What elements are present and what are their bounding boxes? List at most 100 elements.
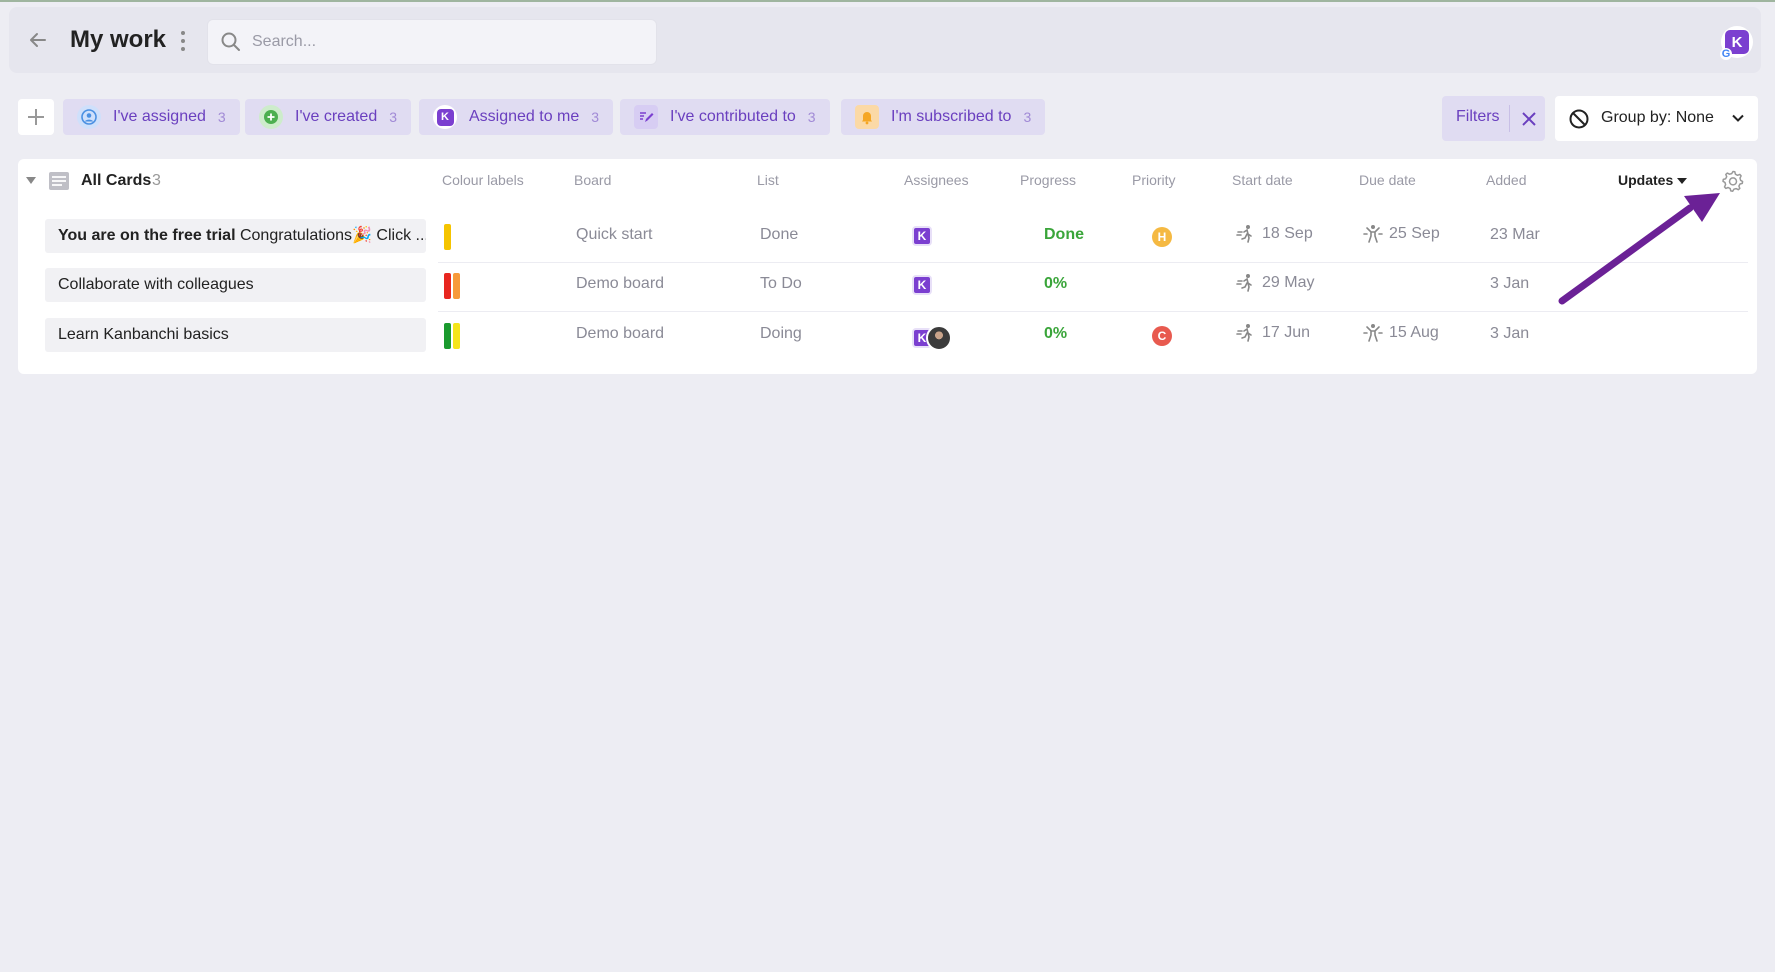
page-title: My work: [70, 26, 167, 53]
updates-label: Updates: [1618, 172, 1674, 188]
user-circle-icon: [77, 105, 101, 129]
filters-button[interactable]: Filters: [1456, 108, 1500, 125]
close-icon: [1522, 112, 1536, 126]
list-view-icon: [49, 172, 69, 190]
chip-ive-created[interactable]: I've created 3: [245, 99, 412, 135]
cards-table: All Cards 3 Colour labels Board List Ass…: [18, 159, 1757, 374]
card-title-text: Learn Kanbanchi basics: [58, 326, 229, 343]
runner-icon: [1236, 324, 1252, 342]
board-cell: Demo board: [576, 275, 665, 292]
search-input[interactable]: [252, 20, 642, 64]
colour-labels: [444, 224, 451, 250]
collapse-triangle-icon[interactable]: [26, 177, 36, 185]
chip-assigned-to-me[interactable]: K Assigned to me 3: [419, 99, 614, 135]
table-row[interactable]: You are on the free trial Congratulation…: [18, 211, 1757, 261]
column-header-updates[interactable]: Updates: [1618, 172, 1688, 188]
colour-labels: [444, 323, 460, 349]
progress-cell: 0%: [1044, 325, 1068, 342]
search-box[interactable]: [207, 19, 657, 65]
user-avatar[interactable]: K G: [1720, 26, 1753, 60]
card-title[interactable]: You are on the free trial Congratulation…: [45, 219, 426, 253]
assignees-cell: K: [912, 275, 932, 295]
chip-ive-contributed-to[interactable]: I've contributed to 3: [620, 99, 830, 135]
colour-label: [444, 323, 451, 349]
assignees-cell: K: [912, 226, 932, 246]
colour-label: [444, 273, 451, 299]
column-header-colour-labels[interactable]: Colour labels: [442, 172, 524, 188]
arrow-left-icon: [30, 33, 46, 47]
filters-control: Filters: [1442, 96, 1545, 141]
column-header-progress[interactable]: Progress: [1020, 172, 1077, 188]
added-cell: 23 Mar: [1490, 226, 1540, 243]
column-header-priority[interactable]: Priority: [1132, 172, 1176, 188]
plus-icon: [28, 109, 44, 125]
back-button[interactable]: [23, 25, 53, 55]
runner-icon: [1236, 274, 1252, 292]
table-row[interactable]: Collaborate with colleagues Demo board T…: [18, 260, 1757, 310]
column-header-board[interactable]: Board: [574, 172, 612, 188]
due-date-text: 25 Sep: [1389, 225, 1440, 242]
colour-label: [453, 273, 460, 299]
added-cell: 3 Jan: [1490, 275, 1530, 292]
start-date-text: 17 Jun: [1262, 324, 1311, 341]
chip-ive-assigned[interactable]: I've assigned 3: [63, 99, 240, 135]
kanbanchi-k-icon: K: [433, 105, 457, 129]
progress-cell: 0%: [1044, 275, 1068, 292]
colour-label: [444, 224, 451, 250]
card-title-text: Congratulations🎉 Click ...: [235, 227, 426, 244]
list-cell: Done: [760, 226, 799, 243]
column-header-start-date[interactable]: Start date: [1232, 172, 1293, 188]
chip-label: Assigned to me: [469, 108, 580, 125]
added-cell: 3 Jan: [1490, 325, 1530, 342]
gear-icon[interactable]: [1721, 169, 1745, 193]
chip-label: I'm subscribed to: [891, 108, 1012, 125]
filters-divider: [1509, 105, 1510, 132]
top-border: [0, 0, 1775, 2]
plus-circle-icon: [259, 105, 283, 129]
ban-icon: [1569, 109, 1589, 129]
assignee-photo-avatar: [926, 325, 952, 351]
edit-icon: [634, 105, 658, 129]
row-divider: [438, 311, 1748, 312]
add-filter-button[interactable]: [18, 99, 54, 135]
finish-icon: [1363, 225, 1383, 243]
colour-label: [453, 323, 460, 349]
chevron-down-icon: [1732, 114, 1744, 122]
more-options-button[interactable]: [176, 29, 190, 53]
progress-cell: Done: [1044, 226, 1084, 243]
start-date-cell: 17 Jun: [1236, 323, 1310, 343]
card-title-text: Collaborate with colleagues: [58, 276, 254, 293]
column-header-assignees[interactable]: Assignees: [904, 172, 969, 188]
column-header-added[interactable]: Added: [1486, 172, 1527, 188]
card-title[interactable]: Learn Kanbanchi basics: [45, 318, 426, 352]
priority-high-icon: H: [1152, 227, 1172, 247]
card-title[interactable]: Collaborate with colleagues: [45, 268, 426, 302]
chip-count: 3: [1023, 109, 1032, 125]
start-date-text: 29 May: [1262, 274, 1315, 291]
clear-filters-button[interactable]: [1516, 106, 1542, 132]
group-count: 3: [152, 172, 161, 189]
group-by-label: Group by: None: [1601, 109, 1714, 126]
table-row[interactable]: Learn Kanbanchi basics Demo board Doing …: [18, 310, 1757, 360]
chip-count: 3: [217, 109, 226, 125]
due-date-text: 15 Aug: [1389, 324, 1439, 341]
google-badge-icon: G: [1720, 48, 1732, 60]
finish-icon: [1363, 324, 1383, 342]
chip-im-subscribed-to[interactable]: I'm subscribed to 3: [841, 99, 1046, 135]
column-header-due-date[interactable]: Due date: [1359, 172, 1416, 188]
runner-icon: [1236, 225, 1252, 243]
due-date-cell: 25 Sep: [1363, 224, 1440, 244]
card-title-bold: You are on the free trial: [58, 227, 236, 244]
row-divider: [438, 262, 1748, 263]
chip-label: I've contributed to: [670, 108, 796, 125]
search-icon: [221, 32, 240, 51]
start-date-cell: 18 Sep: [1236, 224, 1313, 244]
board-cell: Demo board: [576, 325, 665, 342]
chip-count: 3: [389, 109, 398, 125]
column-header-list[interactable]: List: [757, 172, 779, 188]
page-header: My work K G: [9, 7, 1761, 73]
group-by-dropdown[interactable]: Group by: None: [1555, 96, 1758, 141]
start-date-text: 18 Sep: [1262, 225, 1313, 242]
chip-label: I've assigned: [113, 108, 206, 125]
